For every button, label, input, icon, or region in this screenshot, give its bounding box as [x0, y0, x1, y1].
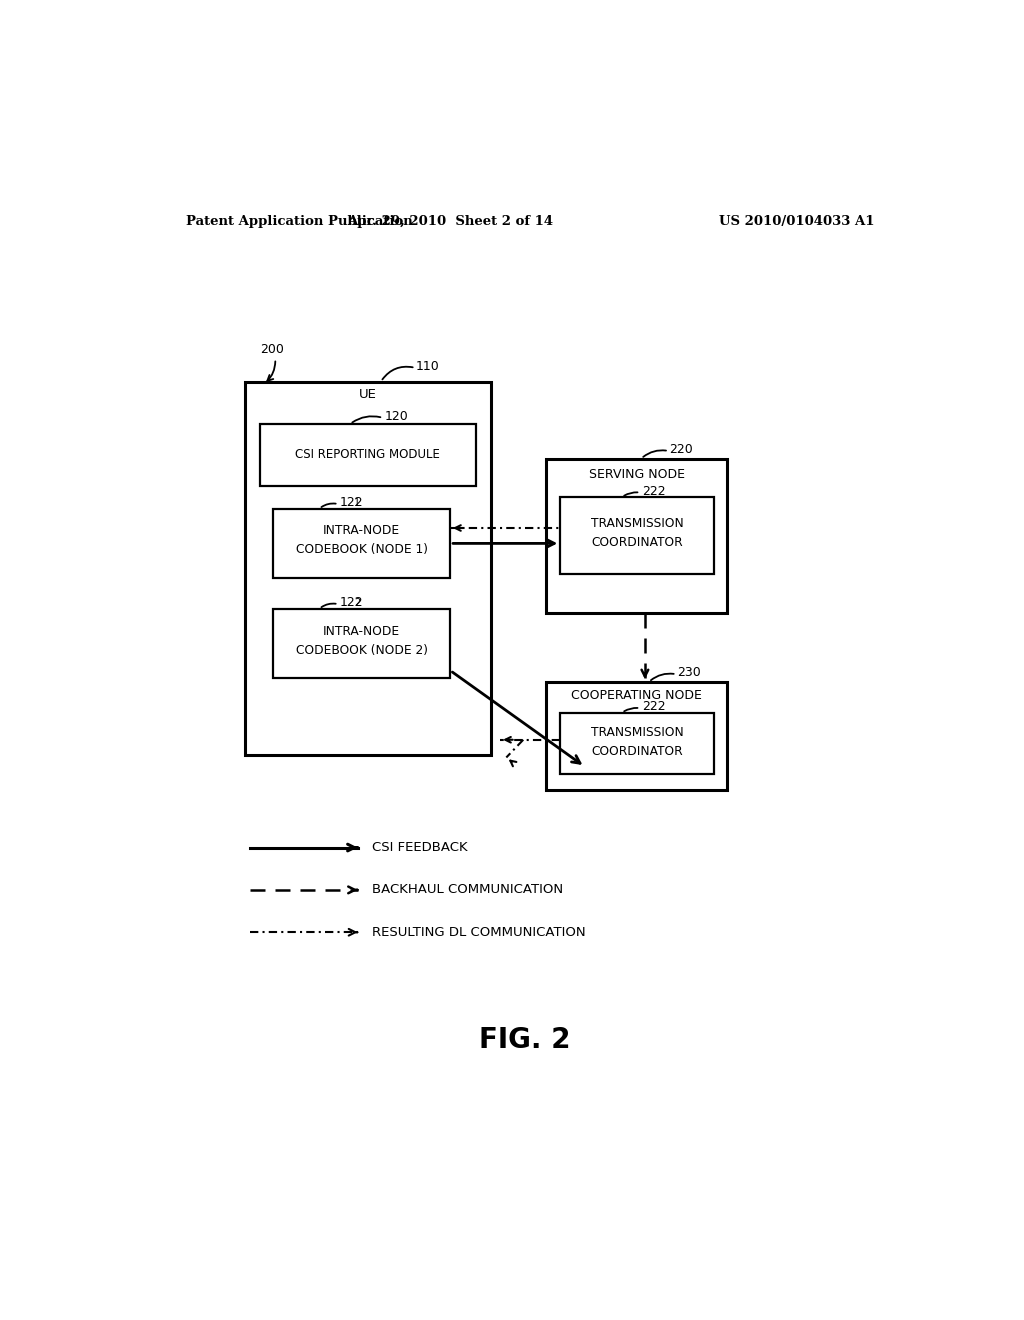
Text: FIG. 2: FIG. 2 — [479, 1026, 570, 1055]
Bar — [547, 459, 727, 612]
Bar — [560, 713, 714, 775]
Text: 120: 120 — [385, 409, 409, 422]
Text: CSI FEEDBACK: CSI FEEDBACK — [372, 841, 467, 854]
Text: COOPERATING NODE: COOPERATING NODE — [571, 689, 702, 702]
Text: TRANSMISSION
COORDINATOR: TRANSMISSION COORDINATOR — [591, 726, 684, 758]
Text: TRANSMISSION
COORDINATOR: TRANSMISSION COORDINATOR — [591, 517, 684, 549]
Text: 220: 220 — [670, 444, 693, 455]
Text: 222: 222 — [642, 484, 666, 498]
Text: Patent Application Publication: Patent Application Publication — [186, 215, 413, 228]
Text: 230: 230 — [677, 667, 701, 680]
Text: BACKHAUL COMMUNICATION: BACKHAUL COMMUNICATION — [372, 883, 563, 896]
Text: RESULTING DL COMMUNICATION: RESULTING DL COMMUNICATION — [372, 925, 585, 939]
Text: 222: 222 — [642, 700, 666, 713]
Text: 2: 2 — [354, 598, 360, 609]
Bar — [560, 498, 714, 574]
Text: 1: 1 — [354, 498, 360, 508]
Bar — [260, 424, 475, 486]
Text: 110: 110 — [416, 360, 439, 372]
Text: 122: 122 — [340, 597, 364, 610]
Text: INTRA-NODE
CODEBOOK (NODE 1): INTRA-NODE CODEBOOK (NODE 1) — [296, 524, 428, 556]
Text: UE: UE — [358, 388, 377, 401]
Text: CSI REPORTING MODULE: CSI REPORTING MODULE — [295, 449, 440, 462]
Text: US 2010/0104033 A1: US 2010/0104033 A1 — [719, 215, 874, 228]
Bar — [273, 609, 451, 678]
Text: SERVING NODE: SERVING NODE — [589, 467, 685, 480]
Bar — [273, 508, 451, 578]
Text: 122: 122 — [340, 496, 364, 510]
Text: INTRA-NODE
CODEBOOK (NODE 2): INTRA-NODE CODEBOOK (NODE 2) — [296, 626, 428, 657]
Text: Apr. 29, 2010  Sheet 2 of 14: Apr. 29, 2010 Sheet 2 of 14 — [347, 215, 553, 228]
Text: 200: 200 — [260, 343, 284, 356]
Bar — [547, 682, 727, 789]
Bar — [245, 381, 490, 755]
